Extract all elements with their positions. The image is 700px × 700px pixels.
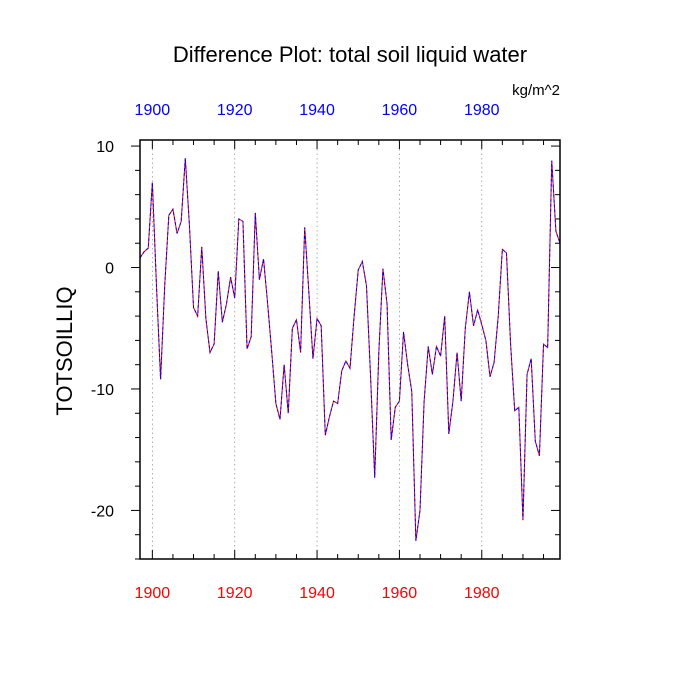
bottom-tick-label: 1920	[217, 585, 253, 602]
series-line-a	[139, 158, 561, 541]
right-axis-ticks	[551, 145, 560, 560]
left-tick-label: 10	[96, 139, 114, 156]
y-axis-label: TOTSOILLIQ	[52, 286, 77, 415]
top-tick-label: 1960	[382, 102, 418, 119]
plot-frame	[139, 139, 561, 560]
series-layer	[139, 158, 561, 541]
units-label: kg/m^2	[512, 82, 560, 99]
bottom-axis-ticks	[151, 550, 545, 559]
bottom-tick-label: 1900	[135, 585, 171, 602]
bottom-tick-label: 1980	[464, 585, 500, 602]
top-tick-label: 1920	[217, 102, 253, 119]
left-tick-label: -20	[91, 503, 114, 520]
gridlines	[151, 140, 483, 559]
top-tick-label: 1980	[464, 102, 500, 119]
left-tick-label: -10	[91, 382, 114, 399]
top-axis-ticks	[151, 140, 545, 149]
bottom-tick-label: 1960	[382, 585, 418, 602]
top-tick-label: 1900	[135, 102, 171, 119]
left-axis-ticks	[131, 145, 140, 560]
bottom-axis-labels: 1900 1920 1940 1960 1980	[135, 585, 500, 602]
top-tick-label: 1940	[299, 102, 335, 119]
left-axis-labels: 10 0 -10 -20	[91, 139, 114, 520]
chart-title: Difference Plot: total soil liquid water	[173, 42, 527, 67]
bottom-tick-label: 1940	[299, 585, 335, 602]
left-tick-label: 0	[105, 261, 114, 278]
series-line-b	[139, 158, 561, 541]
top-axis-labels: 1900 1920 1940 1960 1980	[135, 102, 500, 119]
